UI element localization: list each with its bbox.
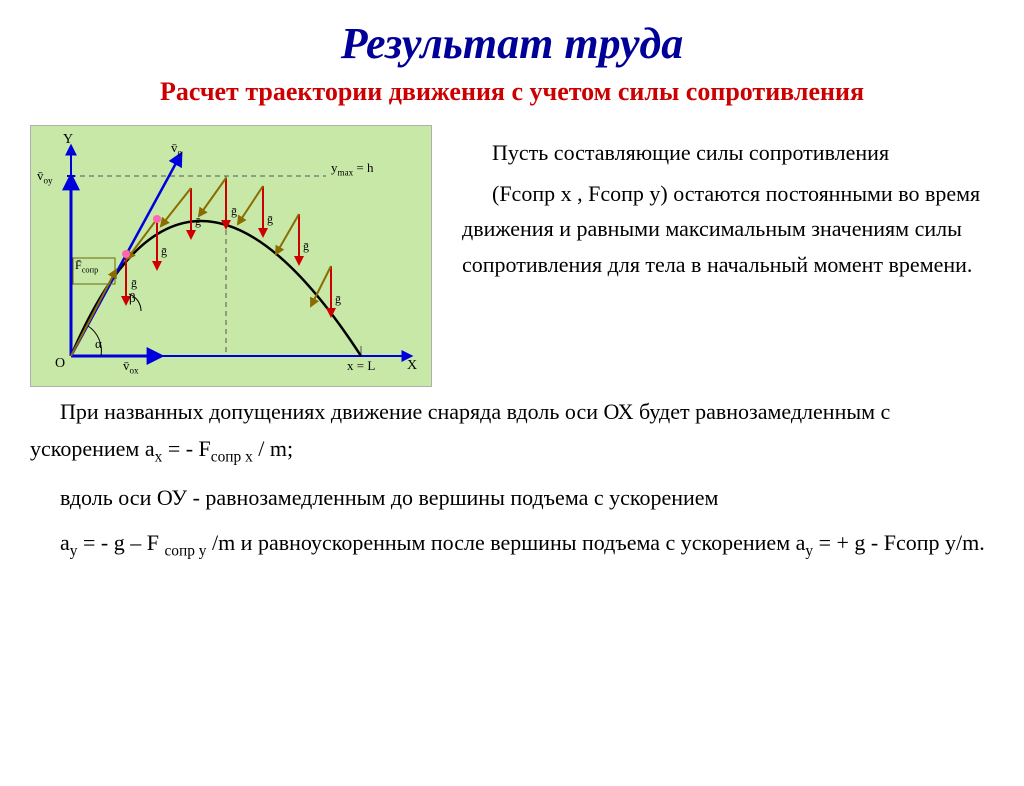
side-p2: (Fсопр x , Fсопр y) остаются постоянными… <box>462 176 994 282</box>
label-xL: x = L <box>347 358 375 374</box>
label-O: O <box>55 356 65 372</box>
label-g6: ḡ <box>303 239 309 254</box>
body-p1: При названных допущениях движение снаряд… <box>30 393 994 471</box>
label-g4: ḡ <box>231 204 237 219</box>
label-Y: Y <box>63 132 73 148</box>
label-g3: ḡ <box>195 214 201 229</box>
pink-point-2 <box>153 215 161 223</box>
label-vox: v̄ox <box>123 358 139 376</box>
label-g7: ḡ <box>335 292 341 307</box>
label-g2: ḡ <box>161 244 167 259</box>
figure-text-row: Y X O v̄oy v̄ox v̄o ymax = h x = L F̄соп… <box>0 125 1024 387</box>
label-Fsopr: F̄сопр <box>75 258 98 274</box>
side-text: Пусть составляющие силы сопротивления (F… <box>462 125 994 288</box>
trajectory-curve <box>71 221 361 356</box>
body-p2: вдоль оси ОУ - равнозамедленным до верши… <box>30 479 994 516</box>
trajectory-figure: Y X O v̄oy v̄ox v̄o ymax = h x = L F̄соп… <box>30 125 432 387</box>
body-p3: ay = - g – F сопр y /m и равноускоренным… <box>30 524 994 565</box>
label-alpha: α <box>95 336 102 352</box>
label-v0: v̄o <box>171 140 182 158</box>
page-subtitle: Расчет траектории движения с учетом силы… <box>0 77 1024 107</box>
label-g1: ḡ <box>131 276 137 291</box>
label-X: X <box>407 358 417 374</box>
fsopr-vector <box>71 270 116 356</box>
page-title: Результат труда <box>0 18 1024 69</box>
label-g5: ḡ <box>267 212 273 227</box>
body-text: При названных допущениях движение снаряд… <box>0 393 1024 565</box>
pink-point-1 <box>122 250 130 258</box>
side-p1: Пусть составляющие силы сопротивления <box>462 135 994 170</box>
label-beta: β <box>129 290 136 306</box>
label-ymax: ymax = h <box>331 160 374 178</box>
label-voy: v̄oy <box>37 168 53 186</box>
